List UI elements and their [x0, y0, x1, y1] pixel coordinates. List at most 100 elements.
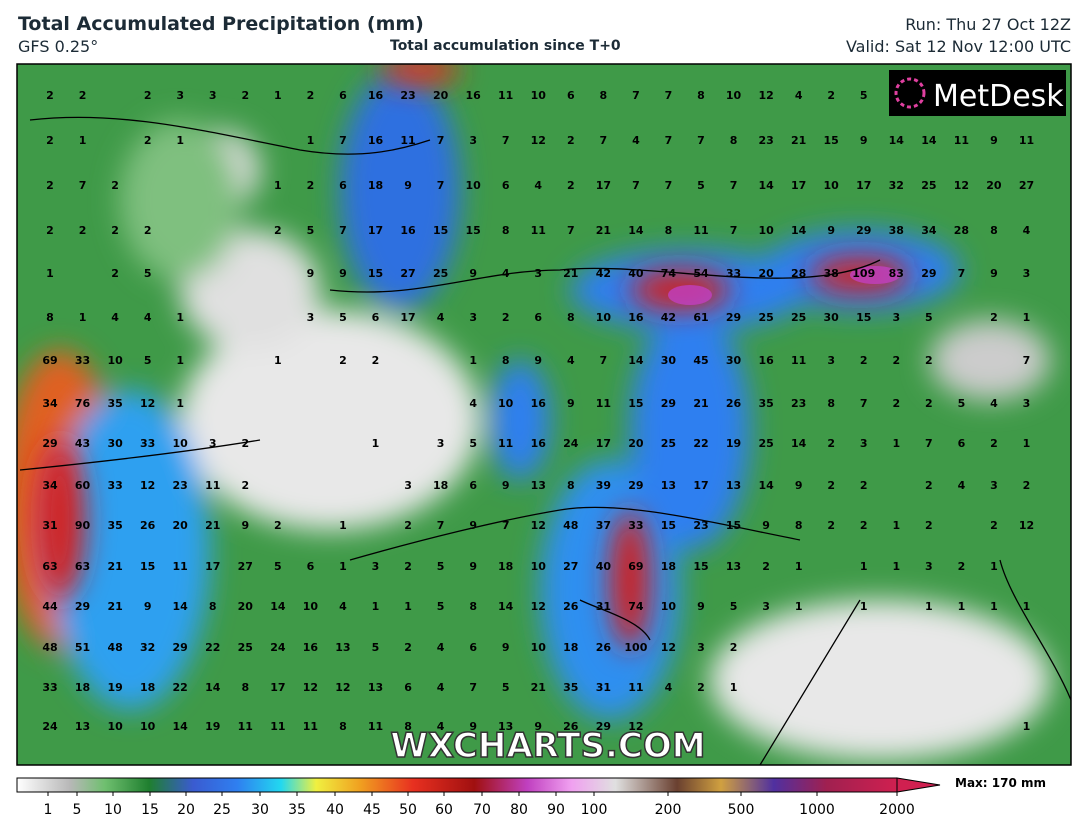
grid-value: 16: [531, 397, 547, 410]
grid-value: 25: [791, 311, 806, 324]
grid-value: 26: [563, 720, 579, 733]
colorbar-label: 60: [435, 802, 453, 818]
grid-value: 4: [502, 267, 510, 280]
grid-value: 2: [111, 179, 119, 192]
grid-value: 44: [42, 600, 58, 613]
grid-value: 17: [205, 560, 220, 573]
colorbar-label: 20: [177, 802, 195, 818]
grid-value: 29: [661, 397, 676, 410]
grid-value: 16: [758, 354, 774, 367]
grid-value: 63: [75, 560, 90, 573]
grid-value: 7: [567, 224, 575, 237]
grid-value: 8: [404, 720, 412, 733]
grid-value: 2: [404, 560, 412, 573]
grid-value: 35: [563, 681, 578, 694]
grid-value: 12: [661, 641, 676, 654]
grid-value: 23: [400, 89, 415, 102]
grid-value: 21: [563, 267, 578, 280]
grid-value: 2: [730, 641, 738, 654]
run: Run: Thu 27 Oct 12Z: [905, 15, 1071, 34]
grid-value: 10: [531, 89, 547, 102]
grid-value: 2: [697, 681, 705, 694]
grid-value: 2: [241, 89, 249, 102]
grid-value: 12: [531, 519, 546, 532]
grid-value: 20: [238, 600, 254, 613]
grid-value: 4: [437, 720, 445, 733]
grid-value: 18: [563, 641, 578, 654]
grid-value: 29: [42, 437, 57, 450]
grid-value: 9: [144, 600, 152, 613]
colorbar-label: 1000: [799, 802, 835, 818]
grid-value: 10: [465, 179, 481, 192]
grid-value: 7: [437, 519, 445, 532]
grid-value: 2: [567, 134, 575, 147]
grid-value: 21: [107, 600, 122, 613]
grid-value: 2: [860, 519, 868, 532]
grid-value: 3: [209, 437, 217, 450]
colorbar-label: 45: [363, 802, 381, 818]
grid-value: 4: [990, 397, 998, 410]
grid-value: 109: [852, 267, 875, 280]
grid-value: 13: [726, 560, 741, 573]
grid-value: 22: [693, 437, 708, 450]
grid-value: 6: [567, 89, 575, 102]
colorbar-label: 90: [547, 802, 565, 818]
grid-value: 15: [856, 311, 871, 324]
grid-value: 17: [270, 681, 285, 694]
grid-value: 12: [531, 600, 546, 613]
grid-value: 1: [274, 89, 282, 102]
grid-value: 14: [791, 224, 807, 237]
grid-value: 3: [469, 311, 477, 324]
grid-value: 18: [140, 681, 155, 694]
grid-value: 6: [958, 437, 966, 450]
grid-value: 3: [1023, 267, 1031, 280]
colorbar-label: 50: [399, 802, 417, 818]
grid-value: 7: [437, 134, 445, 147]
grid-value: 14: [921, 134, 937, 147]
grid-value: 27: [1019, 179, 1034, 192]
grid-value: 10: [140, 720, 156, 733]
grid-value: 25: [661, 437, 676, 450]
grid-value: 42: [596, 267, 611, 280]
grid-value: 9: [762, 519, 770, 532]
grid-value: 21: [107, 560, 122, 573]
grid-value: 9: [339, 267, 347, 280]
colorbar-label: 70: [473, 802, 491, 818]
grid-value: 5: [925, 311, 933, 324]
grid-value: 51: [75, 641, 90, 654]
grid-value: 1: [860, 600, 868, 613]
grid-value: 9: [502, 641, 510, 654]
grid-value: 5: [697, 179, 705, 192]
grid-value: 1: [372, 600, 380, 613]
grid-value: 1: [1023, 720, 1031, 733]
grid-value: 5: [730, 600, 738, 613]
grid-value: 10: [726, 89, 742, 102]
grid-value: 6: [339, 89, 347, 102]
watermark: WXCHARTS.COM: [390, 726, 705, 766]
grid-value: 3: [697, 641, 705, 654]
grid-value: 11: [1019, 134, 1034, 147]
grid-value: 7: [502, 519, 510, 532]
grid-value: 1: [469, 354, 477, 367]
grid-value: 23: [173, 479, 188, 492]
grid-value: 1: [46, 267, 54, 280]
grid-value: 5: [274, 560, 282, 573]
grid-value: 5: [860, 89, 868, 102]
grid-value: 69: [628, 560, 643, 573]
grid-value: 5: [958, 397, 966, 410]
grid-value: 33: [75, 354, 90, 367]
grid-value: 18: [75, 681, 90, 694]
grid-value: 17: [856, 179, 871, 192]
grid-value: 21: [791, 134, 806, 147]
colorbar-label: 1: [44, 802, 53, 818]
grid-value: 2: [990, 311, 998, 324]
grid-value: 27: [238, 560, 253, 573]
grid-value: 8: [665, 224, 673, 237]
grid-value: 9: [827, 224, 835, 237]
grid-value: 7: [860, 397, 868, 410]
grid-value: 3: [404, 479, 412, 492]
grid-value: 10: [107, 720, 123, 733]
grid-value: 4: [958, 479, 966, 492]
grid-value: 8: [339, 720, 347, 733]
grid-value: 3: [1023, 397, 1031, 410]
